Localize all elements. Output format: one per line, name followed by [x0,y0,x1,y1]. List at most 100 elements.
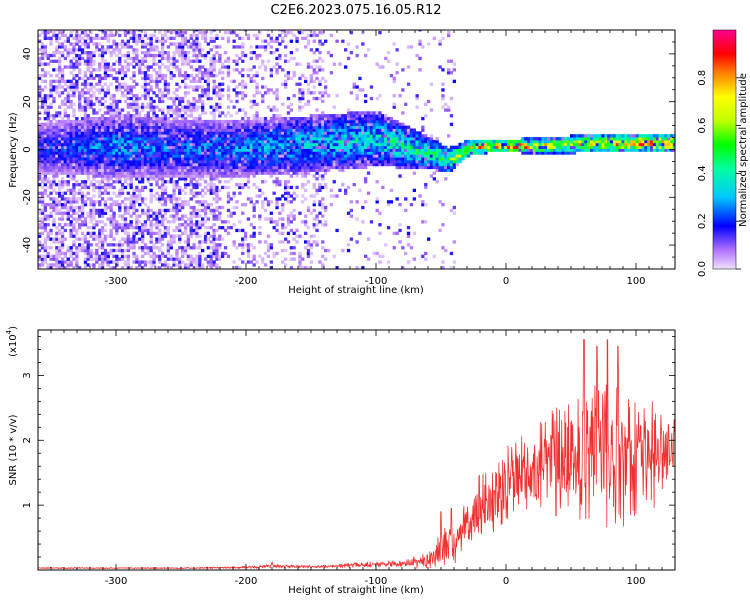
spectrogram-cell [258,240,262,244]
spectrogram-cell [289,134,293,138]
spectrogram-cell [275,162,279,167]
spectrogram-cell [98,148,102,152]
spectrogram-cell [138,39,142,43]
spectrogram-cell [198,257,202,261]
spectrogram-cell [221,171,225,175]
figure-title: C2E6.2023.075.16.05.R12 [270,3,441,18]
spectrogram-cell [40,51,45,55]
spectrogram-cell [161,99,165,104]
spectrogram-cell [46,125,50,129]
spectrogram-cell [138,59,142,63]
spectrogram-cell [304,214,308,218]
spectrogram-cell [58,223,62,227]
spectrogram-cell [318,148,322,152]
spectrogram-cell [278,165,282,170]
spectrogram-cell [152,134,156,138]
spectrogram-cell [198,65,202,69]
spectrogram-cell [198,139,202,144]
spectrogram-cell [218,71,222,75]
spectrogram-cell [284,145,288,149]
spectrogram-cell [115,137,119,141]
spectrogram-cell [38,134,42,138]
spectrogram-cell [215,243,219,247]
spectrogram-cell [249,45,253,49]
spectrogram-cell [246,174,251,178]
spectrogram-cell [138,68,142,72]
spectrogram-cell [301,119,305,124]
spectrogram-cell [95,171,99,175]
spectrogram-cell [112,214,116,218]
spectrogram-cell [243,139,248,144]
spectrogram-cell [129,183,133,187]
spectrogram-cell [120,151,125,155]
spectrogram-cell [238,154,242,158]
spectrogram-cell [221,94,225,98]
spectrogram-cell [203,31,208,35]
spectrogram-cell [281,226,285,230]
spectrogram-cell [49,114,53,118]
spectrogram-cell [169,194,173,198]
spectrogram-cell [172,59,176,63]
spectrogram-cell [278,42,282,46]
spectrogram-cell [98,117,102,121]
spectrogram-cell [75,88,79,92]
spectrogram-cell [69,234,73,238]
spectrogram-cell [103,117,108,121]
spectrogram-cell [186,142,190,147]
spectrogram-cell [58,171,62,175]
spectrogram-cell [98,30,102,32]
spectrogram-cell [161,108,165,112]
spectrogram-cell [109,171,113,175]
spectrogram-cell [298,128,302,132]
spectrogram-cell [218,151,222,155]
spectrogram-cell [72,145,76,149]
spectrogram-cell [155,137,159,141]
spectrogram-cell [86,168,90,172]
spectrogram-cell [169,208,173,213]
spectrogram-cell [138,171,142,175]
spectrogram-cell [318,154,322,158]
spectrogram-cell [309,119,313,124]
spectrogram-cell [103,142,108,147]
spectrogram-cell [209,148,213,152]
spectrogram-cell [55,174,59,178]
spectrogram-cell [169,214,173,218]
spectrogram-cell [58,36,62,40]
spectrogram-cell [75,260,79,264]
spectrogram-cell [238,165,242,170]
spectrogram-cell [203,151,208,155]
spectrogram-cell [60,71,65,75]
spectrogram-cell [52,88,56,92]
spectrogram-cell [103,174,108,178]
spectrogram-cell [292,157,296,161]
spectrogram-cell [235,85,239,89]
spectrogram-cell [226,145,231,149]
spectrogram-cell [315,122,319,126]
spectrogram-cell [80,243,85,247]
spectrogram-cell [215,248,219,253]
spectrogram-cell [120,174,125,178]
spectrogram-cell [166,246,170,250]
spectrogram-cell [126,102,130,106]
spectrogram-cell [69,162,73,167]
spectrogram-cell [192,99,196,104]
spectrogram-cell [46,142,50,147]
spectrogram-cell [161,165,165,170]
spectrogram-cell [326,248,331,253]
spectrogram-cell [126,117,130,121]
spectrogram-cell [166,96,170,101]
spectrogram-cell [46,111,50,115]
spectrogram-cell [126,168,130,172]
spectrogram-cell [141,266,145,269]
spectrogram-cell [143,223,148,227]
spectrogram-cell [235,111,239,115]
spectrogram-cell [284,125,288,129]
spectrogram-cell [192,88,196,92]
spectrogram-cell [266,42,271,46]
spectrogram-cell [89,257,93,261]
spectrogram-cell [309,234,313,238]
spectrogram-cell [192,117,196,121]
spectrogram-cell [86,30,90,32]
spectrogram-cell [141,180,145,184]
spectrogram-cell [86,59,90,63]
